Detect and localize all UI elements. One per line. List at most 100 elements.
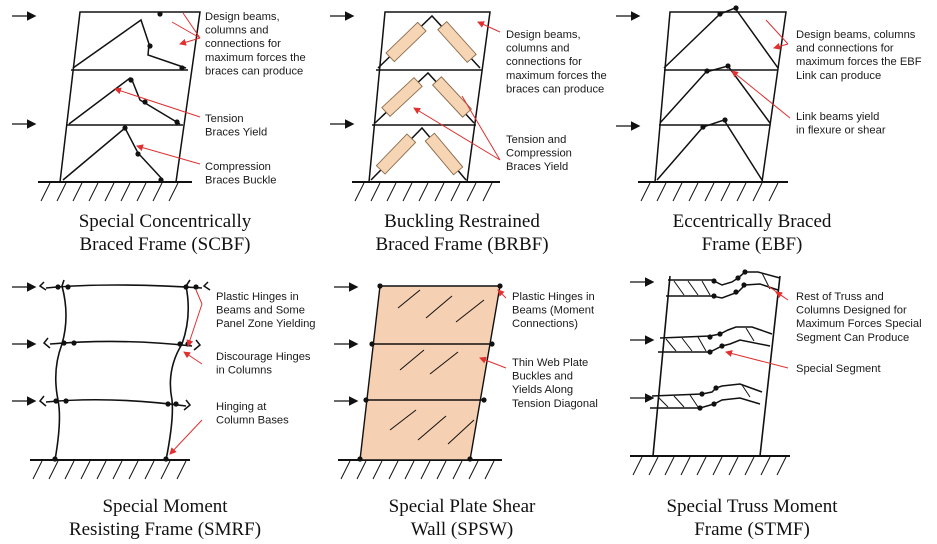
text-line: connections for (205, 38, 281, 50)
stmf-note-segment: Special Segment (796, 363, 881, 375)
stmf-segment-dots (697, 269, 748, 411)
scbf-ground (38, 181, 192, 202)
text-line: Columns Designed for (796, 305, 907, 317)
text-line: Special Plate Shear (389, 496, 536, 517)
spsw-caption: Special Plate Shear Wall (SPSW) (389, 496, 536, 540)
panel-smrf: Plastic Hinges in Beams and Some Panel Zon… (12, 279, 316, 540)
scbf-braces (62, 18, 187, 181)
brbf-note-design: Design beams, columns and connections for m… (506, 29, 607, 95)
stmf-caption: Special Truss Moment Frame (STMF) (666, 496, 838, 540)
text-line: Tension (205, 113, 244, 125)
text-line: Panel Zone Yielding (216, 318, 316, 330)
text-line: columns and (205, 25, 268, 37)
ebf-leaders (731, 19, 791, 119)
scbf-hinge-dots (122, 11, 185, 183)
text-line: Rest of Truss and (796, 291, 884, 303)
smrf-hinge-dots (52, 284, 199, 462)
text-line: Segment Can Produce (796, 332, 909, 344)
stmf-columns (652, 275, 781, 457)
text-line: Braces Yield (506, 161, 568, 173)
text-line: columns and (506, 43, 569, 55)
smrf-load-arrows (12, 282, 37, 406)
text-line: Braces Buckle (205, 175, 277, 187)
panel-spsw: Plastic Hinges in Beams (Moment Connection… (334, 282, 598, 540)
spsw-note-hinges: Plastic Hinges in Beams (Moment Connection… (512, 291, 595, 330)
spsw-ground (338, 459, 502, 480)
stmf-ground (630, 455, 790, 476)
text-line: Plastic Hinges in (512, 291, 595, 303)
text-line: Frame (EBF) (702, 234, 803, 255)
text-line: Link can produce (796, 70, 881, 82)
smrf-note-hinges: Plastic Hinges in Beams and Some Panel Zon… (216, 291, 316, 330)
smrf-leaders (169, 289, 203, 455)
spsw-beams (366, 343, 492, 401)
text-line: Special Truss Moment (666, 496, 838, 517)
text-line: in Columns (216, 365, 272, 377)
text-line: Tension and (506, 134, 566, 146)
text-line: in flexure or shear (796, 125, 886, 137)
text-line: Design beams, columns (796, 29, 916, 41)
ebf-frame (654, 7, 787, 183)
text-line: Hinging at (216, 401, 267, 413)
text-line: Column Bases (216, 415, 289, 427)
stmf-load-arrows (630, 277, 655, 403)
text-line: Frame (STMF) (694, 519, 810, 540)
brbf-caption: Buckling Restrained Braced Frame (BRBF) (375, 211, 548, 255)
text-line: Design beams, (506, 29, 581, 41)
spsw-load-arrows (334, 282, 359, 406)
spsw-note-web: Thin Web Plate Buckles and Yields Along Ten… (512, 357, 598, 410)
smrf-note-columns: Discourage Hinges in Columns (216, 351, 311, 377)
smrf-frame (38, 279, 211, 461)
text-line: Braced Frame (SCBF) (80, 234, 251, 255)
text-line: Yields Along (512, 384, 573, 396)
text-line: maximum forces the (205, 52, 306, 64)
stmf-leaders (725, 286, 789, 369)
text-line: Thin Web Plate (512, 357, 588, 369)
ebf-load-arrows (616, 11, 641, 131)
text-line: Special Segment (796, 363, 881, 375)
stmf-note-rest: Rest of Truss and Columns Designed for Max… (796, 291, 922, 344)
brbf-note-yield: Tension and Compression Braces Yield (506, 134, 572, 173)
smrf-ground (30, 459, 190, 480)
spsw-tension-field-lines (389, 289, 485, 445)
text-line: Compression (506, 148, 572, 160)
panel-stmf: Rest of Truss and Columns Designed for Max… (630, 269, 922, 540)
text-line: Resisting Frame (SMRF) (69, 519, 261, 540)
text-line: Discourage Hinges (216, 351, 311, 363)
text-line: Plastic Hinges in (216, 291, 299, 303)
smrf-caption: Special Moment Resisting Frame (SMRF) (69, 496, 261, 540)
text-line: braces can produce (205, 65, 303, 77)
text-line: Connections) (512, 318, 578, 330)
panel-scbf: Design beams, columns and connections for m… (12, 11, 306, 255)
scbf-note-compression: Compression Braces Buckle (205, 161, 277, 187)
text-line: Special Moment (102, 496, 228, 517)
spsw-web-plate (359, 285, 501, 461)
text-line: braces can produce (506, 83, 604, 95)
brbf-restrained-braces (375, 21, 477, 176)
spsw-leaders (479, 289, 507, 369)
scbf-frame (59, 11, 201, 183)
scbf-leaders (114, 12, 201, 165)
text-line: Compression (205, 161, 271, 173)
scbf-load-arrows (12, 11, 37, 129)
text-line: Special Concentrically (79, 211, 252, 232)
ebf-caption: Eccentrically Braced Frame (EBF) (673, 211, 832, 255)
ebf-note-design: Design beams, columns and connections for… (796, 29, 922, 82)
text-line: Design beams, (205, 11, 280, 23)
text-line: Link beams yield (796, 111, 879, 123)
text-line: Beams and Some (216, 305, 305, 317)
smrf-note-bases: Hinging at Column Bases (216, 401, 289, 427)
panel-ebf: Design beams, columns and connections for… (616, 5, 922, 255)
ebf-ground (638, 181, 788, 202)
text-line: Eccentrically Braced (673, 211, 832, 232)
text-line: Braced Frame (BRBF) (375, 234, 548, 255)
spsw-hinge-dots (357, 283, 503, 462)
text-line: Wall (SPSW) (411, 519, 513, 540)
panel-brbf: Design beams, columns and connections for m… (330, 11, 607, 255)
scbf-note-tension: Tension Braces Yield (205, 113, 267, 139)
brbf-ground (352, 181, 500, 202)
text-line: Buckles and (512, 371, 573, 383)
text-line: maximum forces the (506, 70, 607, 82)
